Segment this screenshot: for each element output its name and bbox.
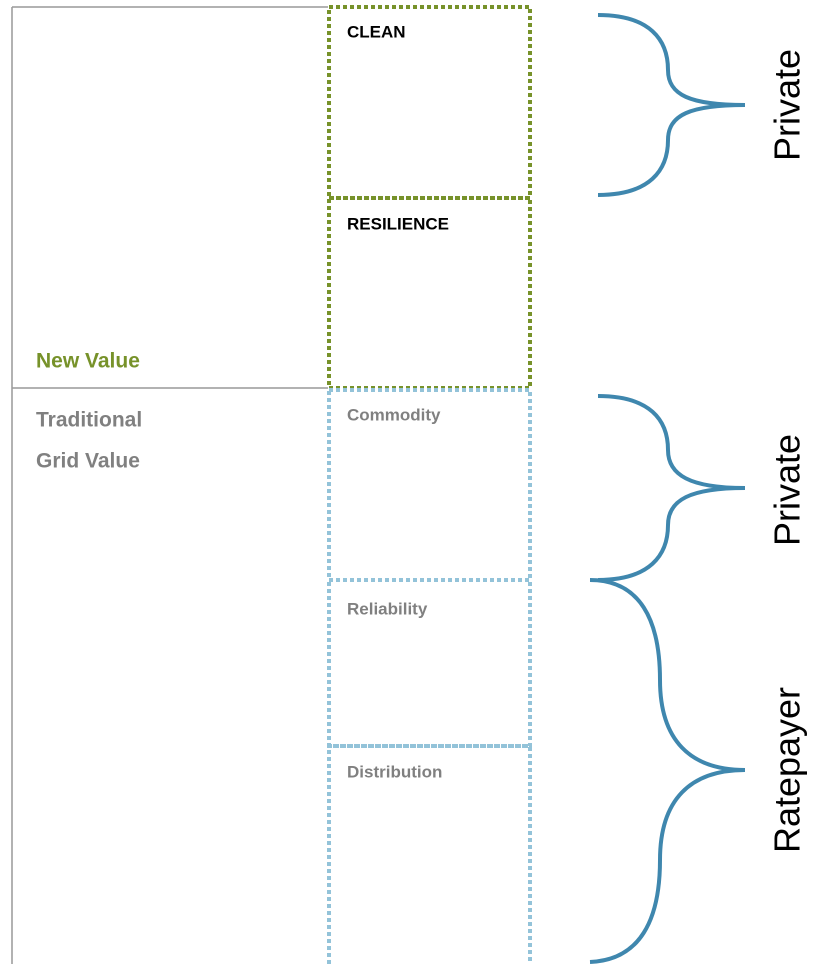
brace (597, 13, 746, 197)
value-box (327, 744, 532, 964)
traditional-label: Grid Value (36, 450, 140, 473)
box-label: CLEAN (347, 22, 406, 41)
box-label: Distribution (347, 762, 442, 781)
new-value-label: New Value (36, 350, 140, 373)
group-label: Private (767, 49, 808, 161)
value-box (327, 578, 532, 748)
group-label: Private (767, 434, 808, 546)
brace (597, 394, 746, 582)
traditional-label: Traditional (36, 409, 142, 432)
box-label: Reliability (347, 599, 428, 618)
group-label: Ratepayer (767, 687, 808, 853)
box-label: Commodity (347, 405, 441, 424)
box-label: RESILIENCE (347, 214, 449, 233)
brace (589, 578, 746, 964)
